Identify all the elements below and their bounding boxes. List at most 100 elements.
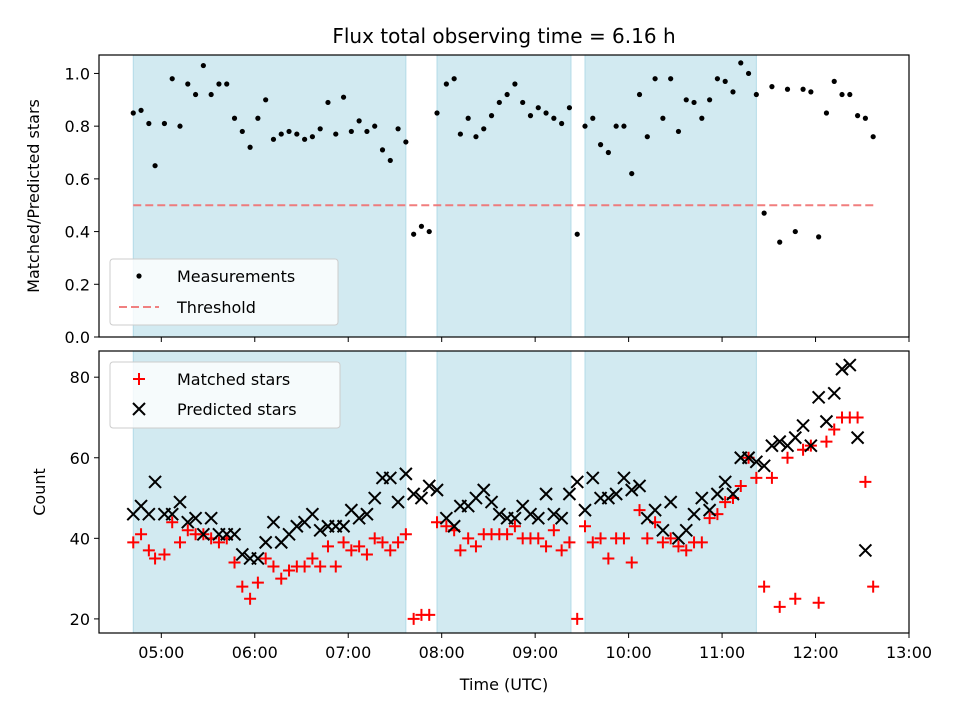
x-tick-label: 13:00 <box>886 643 932 662</box>
measurement-point <box>379 147 386 153</box>
matched-stars-point <box>789 592 802 605</box>
predicted-stars-point <box>702 503 717 517</box>
measurement-point <box>231 115 238 121</box>
predicted-stars-point <box>819 414 834 429</box>
top-panel-legend: Measurements Threshold <box>109 258 339 326</box>
matched-stars-point <box>563 536 576 549</box>
measurement-point <box>387 157 393 164</box>
predicted-stars-point <box>360 507 374 521</box>
measurement-point <box>161 120 168 127</box>
measurement-point <box>535 105 541 111</box>
predicted-stars-point <box>850 430 865 445</box>
predicted-stars-point <box>617 471 631 485</box>
measurement-point <box>457 131 463 137</box>
top-panel-x-ticks <box>160 337 910 342</box>
matched-stars-point <box>828 423 841 436</box>
y-tick-label: 0.0 <box>65 328 90 347</box>
measurement-point <box>831 78 837 84</box>
predicted-stars-point <box>827 386 841 401</box>
matched-stars-point <box>734 479 747 492</box>
y-tick-label: 40 <box>70 529 90 548</box>
measurement-point <box>208 91 214 98</box>
predicted-stars-point <box>352 511 366 525</box>
predicted-stars-point <box>422 479 436 493</box>
x-tick-label: 10:00 <box>606 643 652 662</box>
matched-stars-point <box>641 532 654 545</box>
matched-stars-point <box>680 544 693 557</box>
matched-stars-point <box>275 572 288 585</box>
matched-stars-point <box>540 540 553 553</box>
matched-stars-point <box>586 536 599 549</box>
predicted-stars-point <box>492 507 507 521</box>
measurement-point <box>309 134 316 140</box>
predicted-stars-point <box>586 471 600 485</box>
measurement-point <box>730 89 736 95</box>
measurement-point <box>613 123 619 129</box>
measurement-point <box>566 105 573 111</box>
x-tick-label: 05:00 <box>138 643 184 662</box>
measurement-point <box>473 134 479 140</box>
predicted-stars-point <box>266 515 281 529</box>
matched-stars-point <box>236 580 249 593</box>
matched-stars-point <box>329 560 342 573</box>
measurement-point <box>636 91 643 98</box>
matched-stars-point <box>633 504 646 517</box>
measurement-point <box>372 123 378 129</box>
matched-stars-point <box>399 528 412 541</box>
predicted-stars-point <box>648 503 662 517</box>
predicted-stars-point <box>539 487 553 501</box>
matched-stars-point <box>820 435 833 448</box>
predicted-stars-point <box>710 487 725 501</box>
matched-stars-point <box>812 596 825 609</box>
matched-stars-point <box>672 540 685 553</box>
matched-stars-point <box>656 536 669 549</box>
measurement-point <box>169 76 175 82</box>
predicted-stars-point <box>656 523 670 537</box>
matched-stars-point <box>719 496 732 509</box>
predicted-stars-point <box>811 390 826 405</box>
matched-stars-point <box>602 552 615 565</box>
measurement-point <box>356 118 362 124</box>
matched-stars-point <box>407 612 420 625</box>
matched-stars-point <box>135 528 148 541</box>
predicted-stars-point <box>430 483 444 497</box>
predicted-stars-point <box>625 483 639 497</box>
predicted-stars-point <box>570 475 584 489</box>
measurement-point <box>317 126 323 132</box>
matched-stars-point <box>469 540 482 553</box>
measurement-point <box>800 86 806 92</box>
measurement-point <box>364 128 370 135</box>
predicted-stars-point <box>695 491 709 505</box>
matched-stars-point <box>376 536 389 549</box>
predicted-stars-point <box>858 543 873 558</box>
predicted-stars-point <box>165 507 179 521</box>
predicted-stars-point <box>843 358 857 372</box>
matched-stars-point <box>251 576 264 589</box>
predicted-stars-point <box>173 495 187 509</box>
bottom-panel-y-axis: 20 40 60 80 <box>70 368 99 629</box>
top-panel: 0.0 0.2 0.4 0.6 0.8 1.0 Matched/Predicted sta… <box>24 54 910 347</box>
predicted-stars-point <box>726 487 740 501</box>
matched-stars-point <box>571 612 584 625</box>
predicted-stars-point <box>773 434 787 449</box>
predicted-stars-point <box>679 523 693 537</box>
predicted-stars-point <box>258 535 273 550</box>
matched-stars-point <box>149 552 162 565</box>
measurement-point <box>496 99 502 106</box>
x-axis-label: Time (UTC) <box>459 675 548 694</box>
measurement-point <box>745 70 752 77</box>
matched-stars-point <box>166 516 179 529</box>
matched-stars-point <box>781 451 794 464</box>
measurement-point <box>434 110 440 116</box>
measurement-point <box>839 91 845 98</box>
matched-stars-point <box>617 532 630 545</box>
top-panel-frame <box>98 54 910 338</box>
measurement-point <box>302 136 308 142</box>
legend-predicted-stars-label: Predicted stars <box>177 400 297 419</box>
measurement-point <box>504 91 510 98</box>
measurement-point <box>348 128 354 135</box>
predicted-stars-point <box>663 495 678 509</box>
matched-stars-point <box>859 475 872 488</box>
predicted-stars-point <box>251 551 265 566</box>
predicted-stars-point <box>796 418 810 433</box>
